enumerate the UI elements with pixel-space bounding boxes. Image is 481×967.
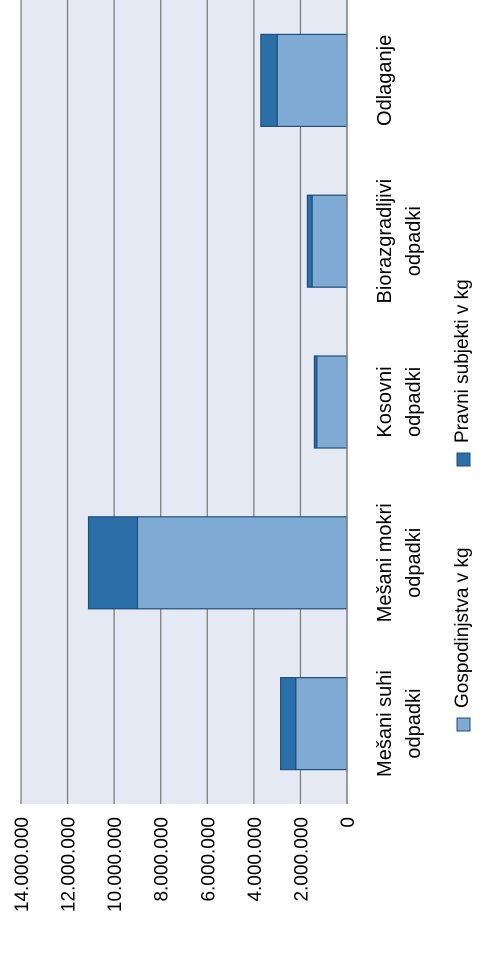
bar-segment (295, 676, 348, 771)
category-label: Mešani suhi (374, 670, 396, 777)
legend-label: Pravni subjekti v kg (452, 279, 473, 443)
bar-segment (280, 676, 297, 771)
value-axis-tick-label: 6.000.000 (198, 817, 219, 902)
bar-segment (316, 355, 348, 449)
value-axis-tick-label: 8.000.000 (152, 817, 173, 902)
grid-lines (20, 0, 302, 804)
value-axis-tick-label: 10.000.000 (105, 817, 126, 912)
legend: Gospodinjstva v kg Pravni subjekti v kg (452, 279, 473, 732)
category-label: Mešani mokri (374, 503, 396, 622)
legend-swatch (456, 452, 471, 467)
value-axis-ticks: 0 2.000.000 4.000.000 6.000.000 8.000.000 10.… (12, 817, 359, 912)
category-label: odpadki (403, 206, 425, 276)
category-label: odpadki (403, 528, 425, 598)
legend-swatch (456, 717, 471, 732)
category-label: odpadki (403, 689, 425, 759)
value-axis-tick-label: 12.000.000 (59, 817, 80, 912)
bar-segment (87, 516, 139, 610)
bar-segment (306, 194, 313, 288)
legend-label: Gospodinjstva v kg (452, 547, 473, 708)
bars (87, 33, 348, 771)
bar-segment (311, 194, 348, 288)
bar-segment (313, 355, 318, 449)
bar-segment (136, 516, 348, 610)
bar-segment (260, 33, 278, 128)
value-axis-tick-label: 2.000.000 (291, 817, 312, 902)
value-axis-tick-label: 14.000.000 (12, 817, 33, 912)
bar-segment (276, 33, 348, 128)
category-label: Odlaganje (374, 35, 396, 126)
category-labels: Mešani suhi odpadki Mešani mokri odpadki Kos… (374, 35, 425, 777)
category-label: Biorazgradljivi (374, 179, 396, 304)
value-axis-tick-label: 0 (338, 817, 359, 828)
category-label: Kosovni (374, 366, 396, 437)
plot-area (21, 0, 347, 804)
value-axis-tick-label: 4.000.000 (245, 817, 266, 902)
category-label: odpadki (403, 367, 425, 437)
